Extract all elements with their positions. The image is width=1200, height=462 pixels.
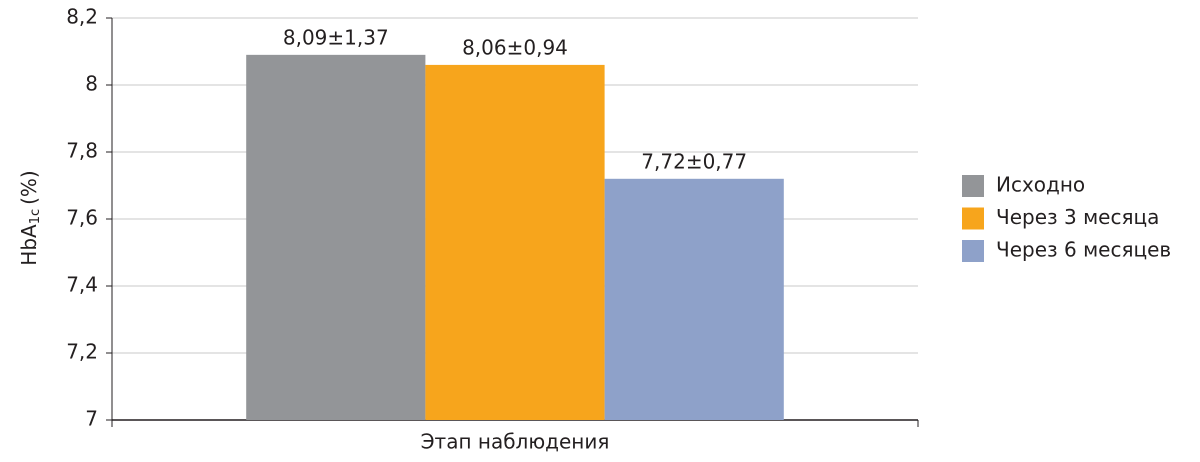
y-tick-label: 7,2 bbox=[66, 340, 98, 364]
legend-label: Через 6 месяцев bbox=[996, 238, 1171, 262]
value-label: 8,09±1,37 bbox=[283, 25, 389, 49]
value-label: 8,06±0,94 bbox=[462, 35, 568, 59]
legend-swatch bbox=[962, 207, 984, 230]
y-label-main: HbA bbox=[17, 224, 41, 266]
y-tick-label: 7,8 bbox=[66, 139, 98, 163]
legend-label: Исходно bbox=[996, 173, 1085, 197]
y-tick-label: 8 bbox=[85, 72, 98, 96]
value-label: 7,72±0,77 bbox=[641, 149, 747, 173]
y-axis-label: HbA1c (%) bbox=[17, 170, 43, 265]
legend-swatch bbox=[962, 175, 984, 197]
legend-label: Через 3 месяца bbox=[996, 205, 1159, 229]
y-tick-label: 7,4 bbox=[66, 273, 98, 297]
y-tick-label: 7 bbox=[85, 407, 98, 431]
y-tick-label: 8,2 bbox=[66, 5, 98, 29]
bar bbox=[425, 64, 605, 421]
y-label-sub: 1c bbox=[28, 209, 43, 224]
y-label-unit: (%) bbox=[17, 170, 41, 205]
bar bbox=[246, 54, 426, 420]
x-axis-label: Этап наблюдения bbox=[421, 430, 610, 454]
bar bbox=[604, 178, 784, 420]
y-tick-label: 7,6 bbox=[66, 206, 98, 230]
legend-swatch bbox=[962, 240, 984, 262]
